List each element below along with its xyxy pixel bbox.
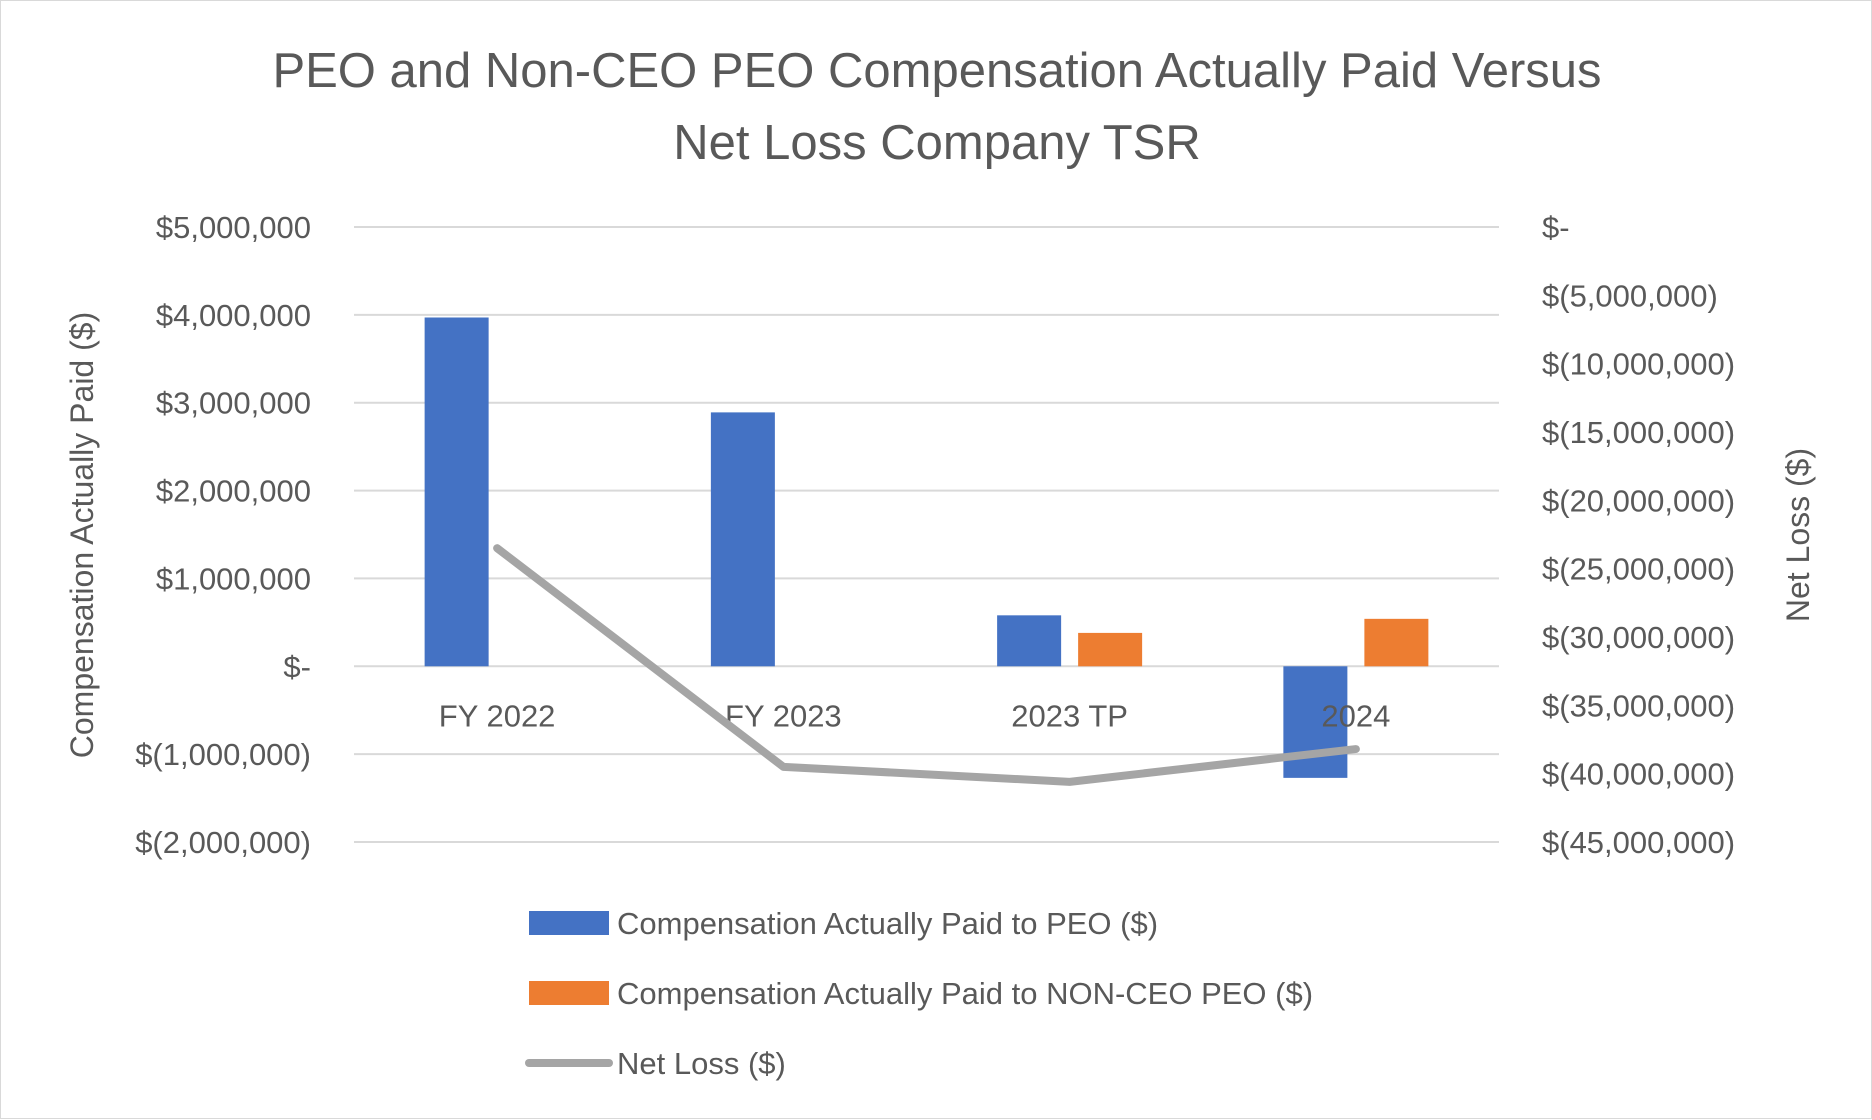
left-tick-label: $3,000,000 — [156, 386, 311, 421]
right-tick-label: $(25,000,000) — [1542, 552, 1735, 587]
left-tick-label: $(1,000,000) — [135, 737, 311, 772]
bar-series-0-0 — [424, 317, 489, 667]
left-tick-label: $5,000,000 — [156, 210, 311, 245]
gridlines — [354, 226, 1499, 843]
legend-label-2: Net Loss ($) — [617, 1046, 786, 1081]
category-label: FY 2022 — [439, 698, 556, 733]
category-label: 2023 TP — [1011, 698, 1128, 733]
category-label: 2024 — [1321, 698, 1390, 733]
legend-swatch-1 — [529, 981, 609, 1005]
right-tick-label: $(20,000,000) — [1542, 483, 1735, 518]
right-tick-label: $(45,000,000) — [1542, 825, 1735, 860]
legend: Compensation Actually Paid to PEO ($) Com… — [525, 906, 1313, 1081]
right-tick-label: $(10,000,000) — [1542, 347, 1735, 382]
legend-swatch-0 — [529, 911, 609, 935]
line-series — [493, 544, 1360, 786]
right-tick-label: $(15,000,000) — [1542, 415, 1735, 450]
bar-series-1-2 — [1078, 632, 1143, 667]
category-labels: FY 2022 FY 2023 2023 TP 2024 — [439, 698, 1391, 733]
right-axis-ticks: $- $(5,000,000) $(10,000,000) $(15,000,000)… — [1542, 210, 1735, 860]
left-tick-label: $(2,000,000) — [135, 825, 311, 860]
legend-label-0: Compensation Actually Paid to PEO ($) — [617, 906, 1158, 941]
right-tick-label: $(35,000,000) — [1542, 688, 1735, 723]
right-tick-label: $(30,000,000) — [1542, 620, 1735, 655]
bar-series-1-3 — [1364, 618, 1429, 667]
right-axis-title: Net Loss ($) — [1780, 448, 1816, 622]
category-label: FY 2023 — [725, 698, 842, 733]
left-tick-label: $2,000,000 — [156, 474, 311, 509]
left-tick-label: $1,000,000 — [156, 561, 311, 596]
right-tick-label: $(40,000,000) — [1542, 757, 1735, 792]
left-tick-label: $- — [283, 649, 311, 684]
left-tick-label: $4,000,000 — [156, 298, 311, 333]
left-axis-title: Compensation Actually Paid ($) — [64, 312, 100, 758]
right-tick-label: $(5,000,000) — [1542, 278, 1718, 313]
chart-title-line-2: Net Loss Company TSR — [673, 116, 1200, 170]
line-series-2 — [493, 544, 1360, 786]
chart-title-line-1: PEO and Non-CEO PEO Compensation Actuall… — [272, 44, 1601, 98]
left-axis-ticks: $5,000,000 $4,000,000 $3,000,000 $2,000,000… — [135, 210, 311, 860]
bar-series — [424, 317, 1429, 778]
bar-series-0-1 — [710, 412, 775, 667]
legend-label-1: Compensation Actually Paid to NON-CEO PE… — [617, 976, 1313, 1011]
chart-title: PEO and Non-CEO PEO Compensation Actuall… — [272, 44, 1601, 170]
right-tick-label: $- — [1542, 210, 1570, 245]
bar-series-0-2 — [997, 615, 1062, 667]
